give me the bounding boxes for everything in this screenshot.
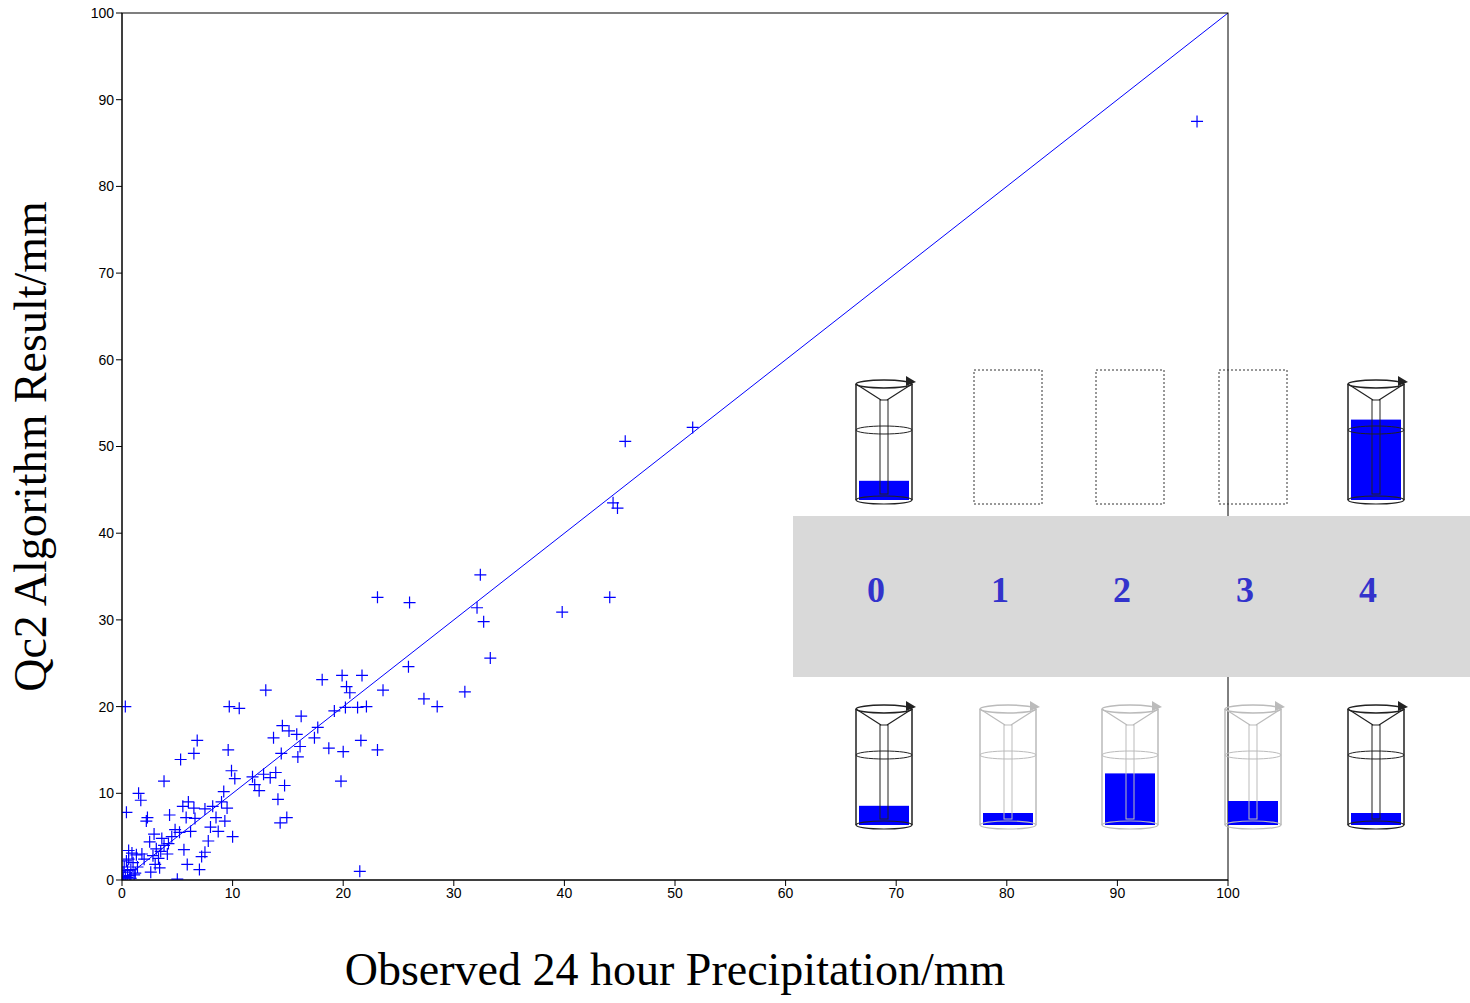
svg-text:0: 0 [106, 872, 114, 888]
svg-text:80: 80 [999, 885, 1015, 901]
svg-text:100: 100 [91, 5, 115, 21]
svg-text:50: 50 [667, 885, 683, 901]
svg-text:40: 40 [557, 885, 573, 901]
svg-text:10: 10 [225, 885, 241, 901]
svg-text:3: 3 [1236, 570, 1254, 610]
svg-text:10: 10 [98, 785, 114, 801]
svg-text:60: 60 [98, 352, 114, 368]
svg-text:100: 100 [1216, 885, 1240, 901]
svg-text:2: 2 [1113, 570, 1131, 610]
svg-text:90: 90 [98, 92, 114, 108]
svg-text:70: 70 [888, 885, 904, 901]
svg-text:90: 90 [1110, 885, 1126, 901]
svg-text:50: 50 [98, 438, 114, 454]
svg-text:Observed 24 hour Precipitation: Observed 24 hour Precipitation/mm [345, 944, 1006, 995]
svg-text:1: 1 [991, 570, 1009, 610]
svg-text:60: 60 [778, 885, 794, 901]
svg-text:4: 4 [1359, 570, 1377, 610]
svg-text:30: 30 [446, 885, 462, 901]
svg-text:20: 20 [335, 885, 351, 901]
svg-text:0: 0 [118, 885, 126, 901]
svg-text:80: 80 [98, 178, 114, 194]
svg-text:Qc2 Algorithm Result/mm: Qc2 Algorithm Result/mm [5, 201, 56, 692]
svg-text:40: 40 [98, 525, 114, 541]
svg-text:70: 70 [98, 265, 114, 281]
svg-text:30: 30 [98, 612, 114, 628]
svg-text:0: 0 [867, 570, 885, 610]
svg-text:20: 20 [98, 699, 114, 715]
